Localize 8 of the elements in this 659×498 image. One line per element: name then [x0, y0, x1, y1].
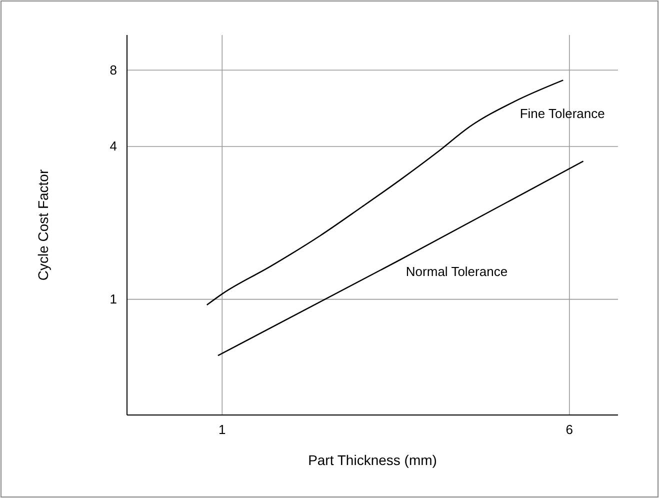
x-tick-label: 6	[566, 422, 574, 438]
y-tick-label: 8	[110, 62, 117, 78]
y-tick-label: 1	[110, 291, 117, 306]
x-axis-title: Part Thickness (mm)	[308, 452, 437, 468]
series-label: Fine Tolerance	[520, 106, 605, 121]
y-tick-label: 4	[110, 138, 117, 154]
series-label: Normal Tolerance	[406, 264, 508, 279]
y-axis-title: Cycle Cost Factor	[35, 169, 51, 281]
